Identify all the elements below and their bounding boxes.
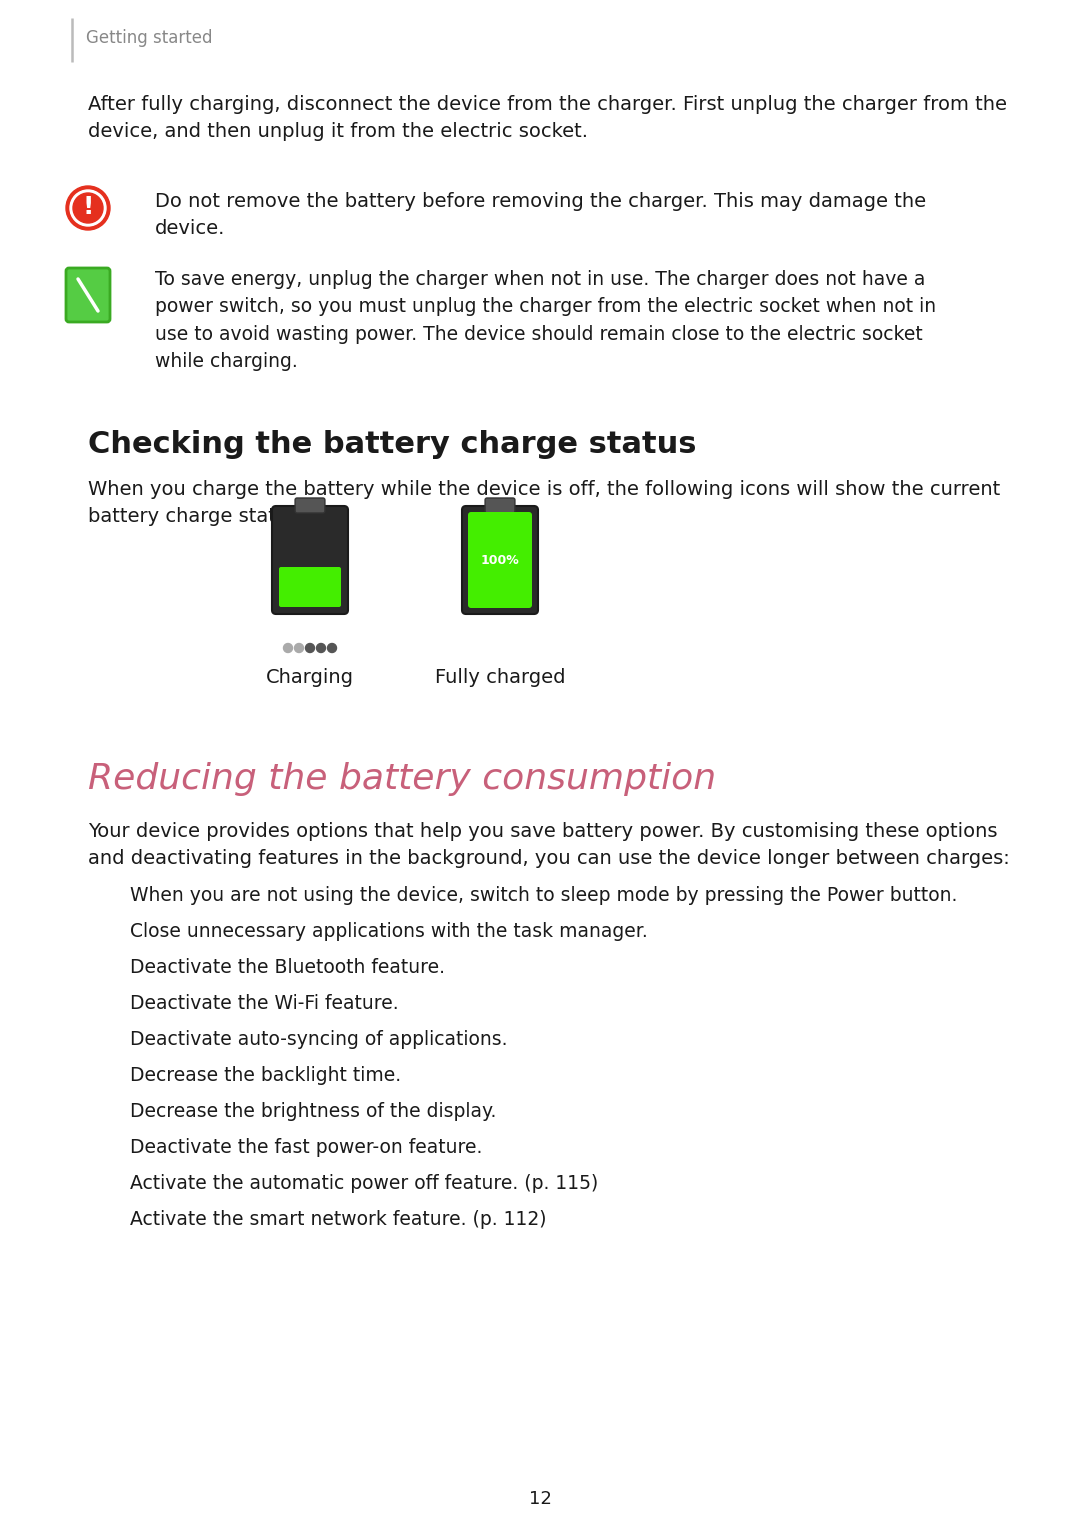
FancyBboxPatch shape bbox=[295, 498, 325, 513]
Text: Activate the smart network feature. (p. 112): Activate the smart network feature. (p. … bbox=[130, 1209, 546, 1229]
Text: Activate the automatic power off feature. (p. 115): Activate the automatic power off feature… bbox=[130, 1174, 598, 1193]
Text: Getting started: Getting started bbox=[86, 29, 213, 47]
Text: Deactivate the Wi-Fi feature.: Deactivate the Wi-Fi feature. bbox=[130, 994, 399, 1012]
Text: Deactivate the fast power-on feature.: Deactivate the fast power-on feature. bbox=[130, 1138, 483, 1157]
Text: 12: 12 bbox=[528, 1490, 552, 1509]
FancyBboxPatch shape bbox=[279, 567, 341, 608]
Bar bbox=[281, 518, 339, 567]
Text: When you are not using the device, switch to sleep mode by pressing the Power bu: When you are not using the device, switc… bbox=[130, 886, 957, 906]
Text: When you charge the battery while the device is off, the following icons will sh: When you charge the battery while the de… bbox=[87, 479, 1000, 527]
Circle shape bbox=[327, 643, 337, 652]
Text: Charging: Charging bbox=[266, 667, 354, 687]
Text: 100%: 100% bbox=[481, 553, 519, 567]
Text: Deactivate the Bluetooth feature.: Deactivate the Bluetooth feature. bbox=[130, 957, 445, 977]
Text: Do not remove the battery before removing the charger. This may damage the
devic: Do not remove the battery before removin… bbox=[156, 192, 927, 238]
Text: Decrease the brightness of the display.: Decrease the brightness of the display. bbox=[130, 1102, 497, 1121]
FancyBboxPatch shape bbox=[272, 505, 348, 614]
Circle shape bbox=[316, 643, 325, 652]
Text: !: ! bbox=[82, 195, 94, 218]
Text: Your device provides options that help you save battery power. By customising th: Your device provides options that help y… bbox=[87, 822, 1010, 869]
Circle shape bbox=[283, 643, 293, 652]
Text: Checking the battery charge status: Checking the battery charge status bbox=[87, 431, 697, 460]
Text: After fully charging, disconnect the device from the charger. First unplug the c: After fully charging, disconnect the dev… bbox=[87, 95, 1007, 142]
Text: Close unnecessary applications with the task manager.: Close unnecessary applications with the … bbox=[130, 922, 648, 941]
FancyBboxPatch shape bbox=[468, 512, 532, 608]
Circle shape bbox=[70, 189, 106, 226]
Circle shape bbox=[295, 643, 303, 652]
Text: To save energy, unplug the charger when not in use. The charger does not have a
: To save energy, unplug the charger when … bbox=[156, 270, 936, 371]
FancyBboxPatch shape bbox=[485, 498, 515, 513]
Circle shape bbox=[306, 643, 314, 652]
Circle shape bbox=[73, 192, 103, 223]
FancyBboxPatch shape bbox=[66, 269, 110, 322]
Text: Decrease the backlight time.: Decrease the backlight time. bbox=[130, 1066, 401, 1086]
FancyBboxPatch shape bbox=[462, 505, 538, 614]
Text: Fully charged: Fully charged bbox=[435, 667, 565, 687]
Text: Deactivate auto-syncing of applications.: Deactivate auto-syncing of applications. bbox=[130, 1031, 508, 1049]
Text: Reducing the battery consumption: Reducing the battery consumption bbox=[87, 762, 716, 796]
Circle shape bbox=[66, 186, 110, 231]
